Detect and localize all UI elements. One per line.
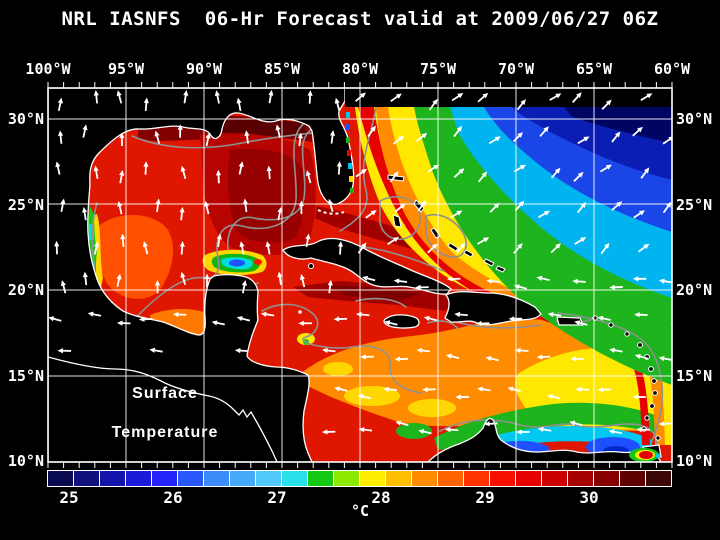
colorbar-cell-23 xyxy=(646,471,671,486)
colorbar-cell-10 xyxy=(308,471,333,486)
colorbar-cell-20 xyxy=(568,471,593,486)
florida-coast-speckles xyxy=(345,112,354,193)
colorbar-tick-28: 28 xyxy=(371,488,391,507)
colorbar-cell-15 xyxy=(438,471,463,486)
degree-tick-marks xyxy=(47,82,673,468)
lon-label-7: 65°W xyxy=(575,60,613,78)
colorbar-cell-4 xyxy=(152,471,177,486)
colorbar-cell-17 xyxy=(490,471,515,486)
orinoco-rainbow-spot xyxy=(629,448,661,462)
lon-label-2: 90°W xyxy=(185,60,223,78)
colorbar-cell-9 xyxy=(282,471,307,486)
lat-label-left-1: 25°N xyxy=(7,195,44,214)
lon-label-5: 75°W xyxy=(419,60,457,78)
colorbar-cell-12 xyxy=(360,471,385,486)
lon-label-1: 95°W xyxy=(107,60,145,78)
lat-label-right-0: 30°N xyxy=(676,110,713,128)
lon-label-4: 80°W xyxy=(341,60,379,78)
colorbar-cell-6 xyxy=(204,471,229,486)
isla-juventud xyxy=(308,263,314,269)
latlon-grid xyxy=(48,88,672,462)
florida-keys xyxy=(317,209,345,215)
colorbar-cell-19 xyxy=(542,471,567,486)
colorbar-cell-16 xyxy=(464,471,489,486)
lat-label-right-1: 25°N xyxy=(676,195,713,214)
colorbar-cell-7 xyxy=(230,471,255,486)
colorbar-cell-8 xyxy=(256,471,281,486)
colorbar-cell-5 xyxy=(178,471,203,486)
lon-label-0: 100°W xyxy=(25,60,71,78)
colorbar-cell-18 xyxy=(516,471,541,486)
colorbar-cell-1 xyxy=(74,471,99,486)
lat-label-left-3: 15°N xyxy=(7,366,44,385)
lat-label-left-4: 10°N xyxy=(7,452,44,470)
annotation-line-2: Temperature xyxy=(111,424,219,441)
lon-label-3: 85°W xyxy=(263,60,301,78)
lon-label-6: 70°W xyxy=(497,60,535,78)
colorbar-unit-label: °C xyxy=(350,502,370,520)
colorbar-cell-3 xyxy=(126,471,151,486)
map-annotation: Surface Temperature xyxy=(95,385,235,463)
pacific-coastline xyxy=(48,356,278,462)
wind-vector-arrows xyxy=(48,89,672,435)
colorbar-tick-25: 25 xyxy=(59,488,79,507)
bahamas xyxy=(387,174,506,273)
north-america-land xyxy=(48,88,355,462)
colorbar-tick-27: 27 xyxy=(267,488,287,507)
lat-label-right-3: 15°N xyxy=(676,366,713,385)
colorbar-cell-14 xyxy=(412,471,437,486)
colorbar-cell-11 xyxy=(334,471,359,486)
cayman-island xyxy=(298,310,302,314)
cuba xyxy=(282,237,452,295)
colorbar-cell-21 xyxy=(594,471,619,486)
jamaica xyxy=(383,314,420,329)
colorbar-cell-13 xyxy=(386,471,411,486)
colorbar-tick-29: 29 xyxy=(475,488,495,507)
temperature-colorbar xyxy=(47,470,672,487)
colorbar-tick-26: 26 xyxy=(163,488,183,507)
lon-label-8: 60°W xyxy=(653,60,691,78)
hispaniola xyxy=(444,291,542,326)
lat-label-left-2: 20°N xyxy=(7,281,44,299)
colorbar-cell-2 xyxy=(100,471,125,486)
figure-title: NRL IASNFS 06-Hr Forecast valid at 2009/… xyxy=(61,8,659,30)
lat-label-left-0: 30°N xyxy=(7,110,44,128)
colorbar-cell-22 xyxy=(620,471,645,486)
map-frame xyxy=(47,87,673,463)
sea-surface-temperature-field xyxy=(48,88,672,462)
lat-label-right-4: 10°N xyxy=(676,452,713,470)
atlantic-domain-boundary xyxy=(345,88,672,107)
colorbar-cell-0 xyxy=(48,471,73,486)
colorbar-tick-30: 30 xyxy=(579,488,599,507)
annotation-line-1: Surface xyxy=(132,385,198,402)
lat-label-right-2: 20°N xyxy=(676,281,713,299)
